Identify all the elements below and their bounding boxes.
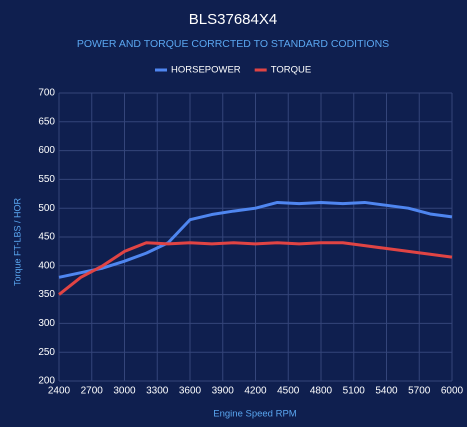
legend-label: HORSEPOWER	[171, 65, 241, 76]
y-tick-label: 450	[38, 232, 55, 243]
x-tick-label: 5100	[343, 386, 366, 397]
x-tick-label: 4200	[244, 386, 267, 397]
y-tick-label: 650	[38, 116, 55, 127]
x-tick-label: 2400	[48, 386, 71, 397]
series-line	[58, 200, 453, 279]
y-tick-label: 350	[38, 289, 55, 300]
legend-label: TORQUE	[271, 65, 311, 76]
x-tick-label: 5400	[375, 386, 398, 397]
x-tick-label: 5700	[408, 386, 431, 397]
x-axis-label: Engine Speed RPM	[213, 409, 297, 420]
y-tick-label: 200	[38, 376, 55, 387]
chart-title: BLS37684X4	[189, 11, 277, 28]
y-tick-label: 600	[38, 145, 55, 156]
y-tick-label: 500	[38, 203, 55, 214]
chart-subtitle: POWER AND TORQUE CORRCTED TO STANDARD CO…	[77, 38, 389, 50]
x-tick-label: 2700	[81, 386, 104, 397]
y-tick-label: 300	[38, 318, 55, 329]
y-tick-label: 700	[38, 88, 55, 99]
x-tick-label: 4800	[310, 386, 333, 397]
x-tick-label: 3000	[113, 386, 136, 397]
x-tick-label: 3900	[212, 386, 235, 397]
x-tick-label: 3300	[146, 386, 169, 397]
series-line	[58, 241, 453, 296]
y-tick-label: 550	[38, 174, 55, 185]
x-tick-label: 6000	[441, 386, 464, 397]
x-tick-label: 3600	[179, 386, 202, 397]
y-tick-label: 250	[38, 347, 55, 358]
y-tick-label: 400	[38, 260, 55, 271]
x-tick-label: 4500	[277, 386, 300, 397]
y-axis-label: Torque FT-LBS / HOR	[12, 197, 22, 286]
